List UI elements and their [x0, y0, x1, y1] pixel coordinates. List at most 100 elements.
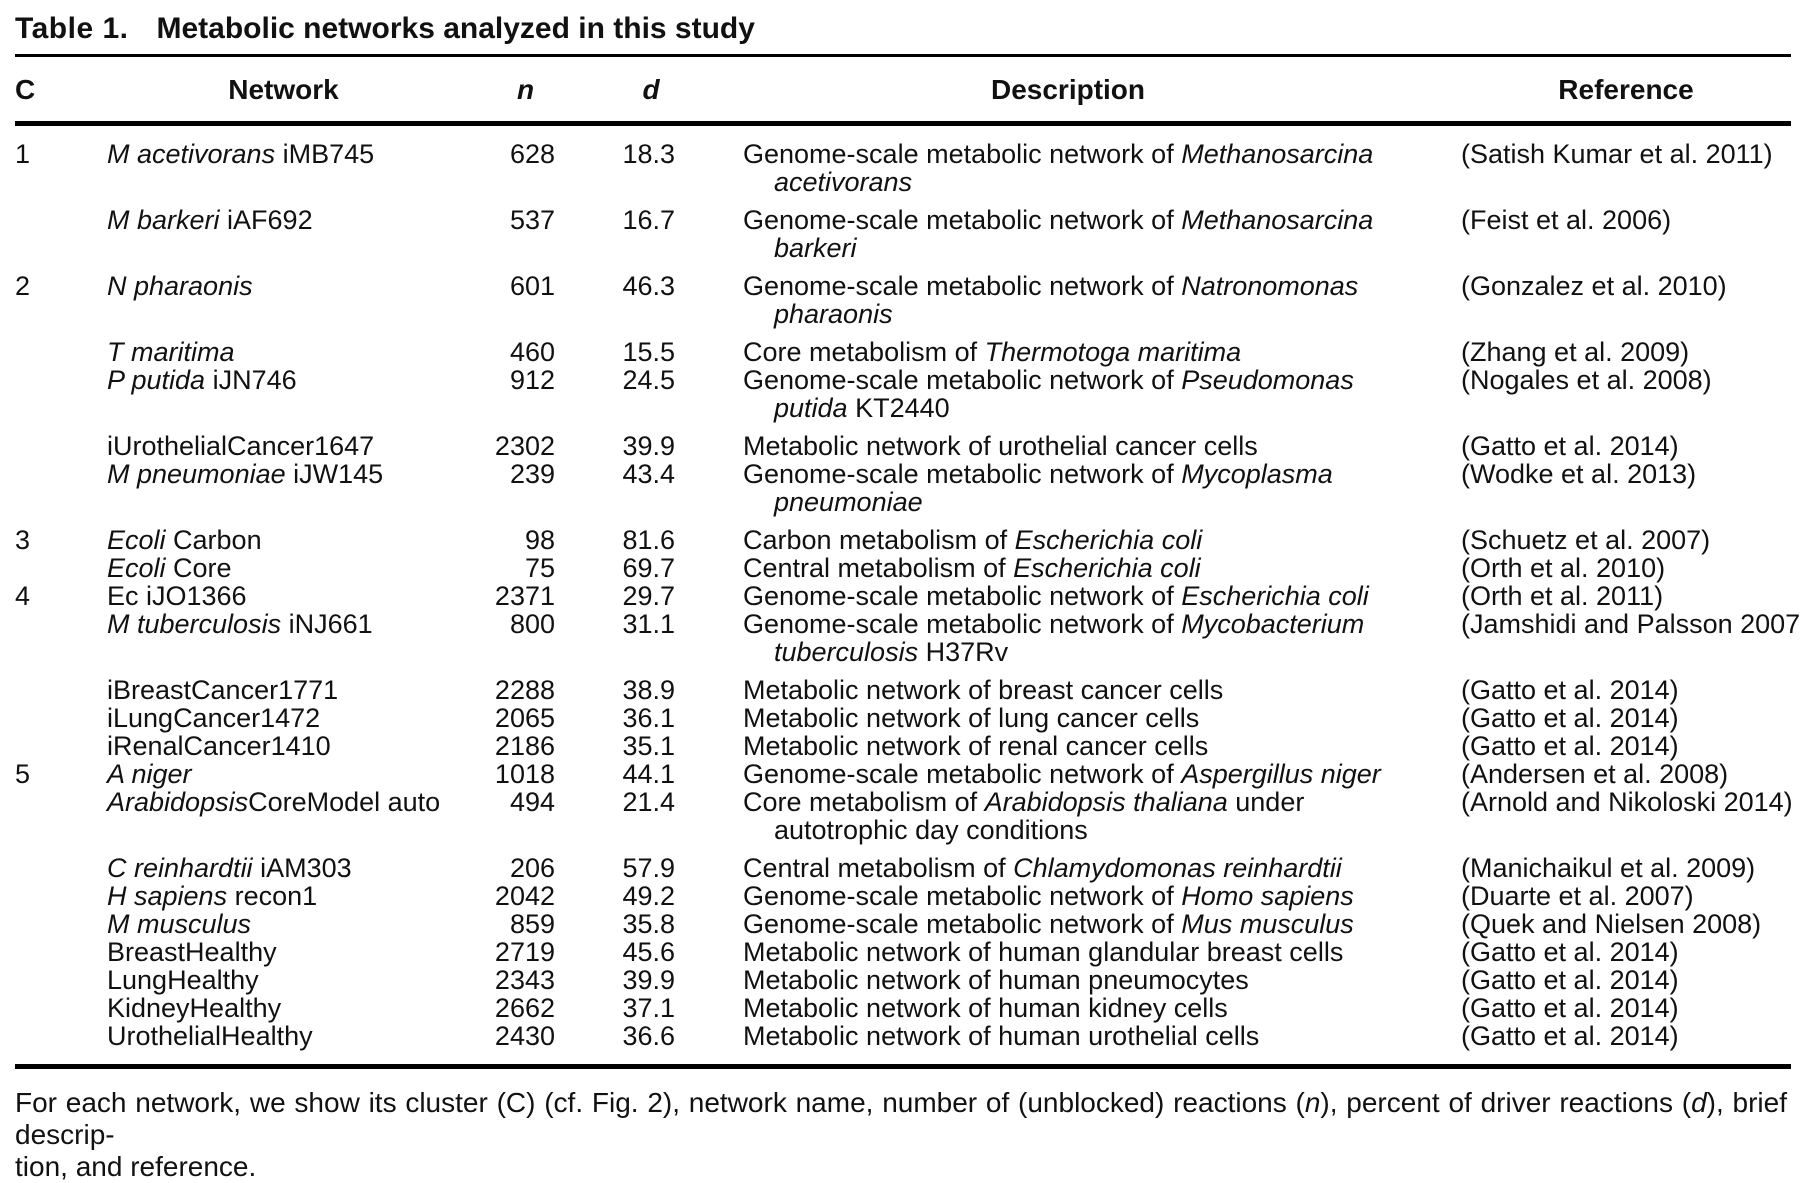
italic-text: C reinhardtii [107, 853, 253, 883]
cell-reference: (Gatto et al. 2014) [1461, 731, 1679, 761]
cell-description: Genome-scale metabolic network of Mycoba… [675, 610, 1461, 666]
cell-n-value: 1018 [494, 759, 555, 789]
table-row: iLungCancer1472 2065 36.1 Metabolic netw… [15, 704, 1791, 732]
plain-text: Metabolic network of lung cancer cells [743, 703, 1200, 733]
plain-text: recon1 [227, 881, 318, 911]
cell-description: Genome-scale metabolic network of Mycopl… [675, 460, 1461, 516]
cell-n-value: 460 [509, 337, 555, 367]
cell-reference: (Orth et al. 2011) [1461, 581, 1664, 611]
cell-description: Central metabolism of Escherichia coli [675, 554, 1461, 582]
plain-text: Carbon [165, 525, 262, 555]
italic-text: pharaonis [774, 299, 893, 329]
description-line: barkeri [743, 234, 1461, 262]
description-line: pneumoniae [743, 488, 1461, 516]
plain-text: iJW145 [285, 459, 384, 489]
plain-text: Genome-scale metabolic network of [743, 459, 1182, 489]
cell-d-value: 57.9 [622, 853, 675, 883]
cell-reference: (Gatto et al. 2014) [1461, 993, 1679, 1023]
cell-n-value: 75 [524, 553, 555, 583]
cell-description: Metabolic network of breast cancer cells [675, 676, 1461, 704]
cell-reference: (Gatto et al. 2014) [1461, 965, 1679, 995]
cell-network: iRenalCancer1410 [107, 732, 460, 760]
table-row: M barkeri iAF692 537 16.7 Genome-scale m… [15, 206, 1791, 262]
italic-text: Chlamydomonas reinhardtii [1013, 853, 1342, 883]
cell-n-value: 537 [509, 205, 555, 235]
cell-network: Ec iJO1366 [107, 582, 460, 610]
cell-reference: (Quek and Nielsen 2008) [1461, 909, 1762, 939]
description-line: Core metabolism of Arabidopsis thaliana … [743, 788, 1461, 816]
italic-text: Thermotoga maritima [984, 337, 1242, 367]
plain-text: Core metabolism of [743, 787, 985, 817]
plain-text: iBreastCancer1771 [107, 675, 339, 705]
italic-text: d [1691, 1087, 1707, 1118]
cell-network: iUrothelialCancer1647 [107, 432, 460, 460]
plain-text: iUrothelialCancer1647 [107, 431, 375, 461]
description-line: Metabolic network of human kidney cells [743, 994, 1461, 1022]
plain-text: Metabolic network of urothelial cancer c… [743, 431, 1258, 461]
cell-reference: (Arnold and Nikoloski 2014) [1461, 787, 1793, 817]
cell-n-value: 601 [509, 271, 555, 301]
cell-cluster: 1 [15, 139, 31, 169]
italic-text: Homo sapiens [1181, 881, 1354, 911]
description-line: Metabolic network of human pneumocytes [743, 966, 1461, 994]
cell-reference: (Gatto et al. 2014) [1461, 703, 1679, 733]
cell-n-value: 2288 [494, 675, 555, 705]
italic-text: P putida [107, 365, 206, 395]
table-row: KidneyHealthy 2662 37.1 Metabolic networ… [15, 994, 1791, 1022]
cell-d-value: 81.6 [622, 525, 675, 555]
table-body: 1 M acetivorans iMB745 628 18.3 Genome-s… [15, 126, 1800, 1064]
plain-text: Genome-scale metabolic network of [743, 909, 1182, 939]
description-line: Genome-scale metabolic network of Asperg… [743, 760, 1461, 788]
table-row: M pneumoniae iJW145 239 43.4 Genome-scal… [15, 460, 1791, 516]
plain-text: Genome-scale metabolic network of [743, 581, 1182, 611]
cell-reference: (Gatto et al. 2014) [1461, 675, 1679, 705]
cell-d-value: 39.9 [622, 965, 675, 995]
cell-description: Genome-scale metabolic network of Natron… [675, 272, 1461, 328]
cell-description: Metabolic network of human glandular bre… [675, 938, 1461, 966]
description-line: Metabolic network of urothelial cancer c… [743, 432, 1461, 460]
italic-text: M pneumoniae [107, 459, 286, 489]
description-line: Genome-scale metabolic network of Mus mu… [743, 910, 1461, 938]
description-line: Central metabolism of Escherichia coli [743, 554, 1461, 582]
italic-text: Pseudomonas [1181, 365, 1354, 395]
cell-description: Genome-scale metabolic network of Asperg… [675, 760, 1461, 788]
plain-text: Genome-scale metabolic network of [743, 609, 1182, 639]
cell-d-value: 16.7 [622, 205, 675, 235]
cell-reference: (Orth et al. 2010) [1461, 553, 1666, 583]
cell-n-value: 206 [509, 853, 555, 883]
cell-n-value: 2186 [494, 731, 555, 761]
plain-text: iNJ661 [281, 609, 373, 639]
cell-network: KidneyHealthy [107, 994, 460, 1022]
cell-description: Genome-scale metabolic network of Escher… [675, 582, 1461, 610]
table-row: Ecoli Core 75 69.7 Central metabolism of… [15, 554, 1791, 582]
plain-text: under [1227, 787, 1305, 817]
table-row: 1 M acetivorans iMB745 628 18.3 Genome-s… [15, 140, 1791, 196]
column-header-reference: Reference [1558, 74, 1694, 105]
table-title-text: Metabolic networks analyzed in this stud… [156, 12, 755, 45]
table-row: T maritima 460 15.5 Core metabolism of T… [15, 338, 1791, 366]
cell-d-value: 15.5 [622, 337, 675, 367]
description-line: Genome-scale metabolic network of Natron… [743, 272, 1461, 300]
cell-d-value: 39.9 [622, 431, 675, 461]
cell-network: UrothelialHealthy [107, 1022, 460, 1050]
cell-reference: (Gatto et al. 2014) [1461, 431, 1679, 461]
description-line: tuberculosis H37Rv [743, 638, 1461, 666]
plain-text: Genome-scale metabolic network of [743, 205, 1182, 235]
cell-description: Genome-scale metabolic network of Methan… [675, 206, 1461, 262]
plain-text: CoreModel auto [248, 787, 441, 817]
cell-reference: (Wodke et al. 2013) [1461, 459, 1697, 489]
cell-d-value: 37.1 [622, 993, 675, 1023]
italic-text: Arabidopsis [107, 787, 249, 817]
cell-d-value: 46.3 [622, 271, 675, 301]
italic-text: Escherichia coli [1181, 581, 1369, 611]
cell-description: Core metabolism of Thermotoga maritima [675, 338, 1461, 366]
cell-d-value: 45.6 [622, 937, 675, 967]
plain-text: Metabolic network of human pneumocytes [743, 965, 1249, 995]
cell-network: M pneumoniae iJW145 [107, 460, 460, 488]
description-line: Genome-scale metabolic network of Methan… [743, 206, 1461, 234]
table-row: LungHealthy 2343 39.9 Metabolic network … [15, 966, 1791, 994]
plain-text: iLungCancer1472 [107, 703, 321, 733]
plain-text: Genome-scale metabolic network of [743, 881, 1182, 911]
plain-text: Core metabolism of [743, 337, 985, 367]
table-caption: Table 1. Metabolic networks analyzed in t… [15, 0, 1791, 46]
